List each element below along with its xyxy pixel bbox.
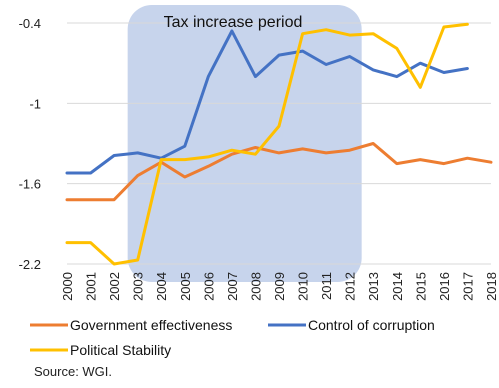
x-tick-label: 2000 (60, 272, 75, 301)
x-tick-label: 2006 (201, 272, 216, 301)
series-line-government-effectiveness (65, 142, 493, 202)
x-tick-label: 2010 (296, 272, 311, 301)
x-tick-label: 2002 (107, 272, 122, 301)
shaded-region-tax-increase (127, 5, 362, 282)
x-tick-label: 2017 (460, 272, 475, 301)
x-tick-label: 2013 (366, 272, 381, 301)
series-line-control-of-corruption (65, 29, 469, 175)
x-tick-label: 2009 (272, 272, 287, 301)
x-tick-label: 2015 (413, 272, 428, 301)
x-tick-label: 2007 (225, 272, 240, 301)
y-tick-label: -2.2 (19, 257, 41, 272)
y-tick-label: -0.4 (19, 16, 41, 31)
x-tick-label: 2018 (484, 272, 499, 301)
x-tick-label: 2005 (178, 272, 193, 301)
x-tick-label: 2008 (248, 272, 263, 301)
legend-label: Political Stability (70, 342, 171, 358)
legend-label: Government effectiveness (70, 317, 232, 333)
x-tick-label: 2004 (154, 272, 169, 301)
source-note: Source: WGI. (34, 364, 112, 379)
y-tick-label: -1 (29, 96, 41, 111)
x-tick-label: 2012 (343, 272, 358, 301)
x-tick-label: 2011 (319, 272, 334, 300)
annotation-tax-increase-period: Tax increase period (164, 14, 303, 31)
series-line-political-stability (65, 22, 469, 266)
legend-label: Control of corruption (308, 317, 435, 333)
x-tick-label: 2016 (437, 272, 452, 301)
y-tick-label: -1.6 (19, 177, 41, 192)
x-tick-label: 2001 (84, 272, 99, 301)
x-tick-label: 2014 (390, 272, 405, 301)
x-tick-label: 2003 (131, 272, 146, 301)
